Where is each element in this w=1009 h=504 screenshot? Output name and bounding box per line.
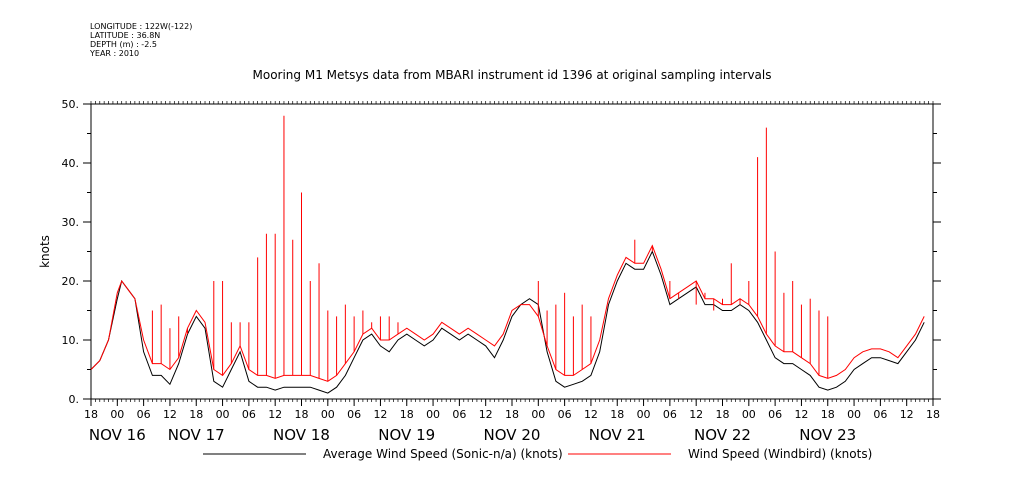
x-tick-label: 18 — [400, 408, 414, 421]
x-tick-label: 18 — [926, 408, 940, 421]
x-tick-label: 18 — [505, 408, 519, 421]
y-tick-label: 30. — [62, 216, 80, 229]
depth-label: DEPTH (m) : -2.5 — [90, 40, 157, 49]
y-tick-label: 40. — [62, 157, 80, 170]
x-tick-label: 06 — [558, 408, 572, 421]
legend: Average Wind Speed (Sonic-n/a) (knots) Wi… — [203, 447, 872, 461]
y-axis-label: knots — [38, 235, 52, 268]
x-tick-label: 00 — [426, 408, 440, 421]
x-day-label: NOV 19 — [378, 426, 435, 444]
x-tick-label: 18 — [295, 408, 309, 421]
x-tick-label: 12 — [584, 408, 598, 421]
x-tick-label: 00 — [216, 408, 230, 421]
x-tick-label: 00 — [847, 408, 861, 421]
x-tick-label: 00 — [742, 408, 756, 421]
x-tick-label: 06 — [663, 408, 677, 421]
x-day-label: NOV 16 — [89, 426, 146, 444]
plot-frame — [90, 103, 934, 400]
x-day-label: NOV 21 — [589, 426, 646, 444]
x-tick-label: 06 — [768, 408, 782, 421]
x-day-label: NOV 23 — [799, 426, 856, 444]
x-tick-label: 06 — [137, 408, 151, 421]
x-tick-label: 06 — [452, 408, 466, 421]
x-tick-label: 00 — [321, 408, 335, 421]
x-tick-label: 00 — [110, 408, 124, 421]
x-day-label: NOV 22 — [694, 426, 751, 444]
x-tick-label: 18 — [821, 408, 835, 421]
x-tick-label: 12 — [900, 408, 914, 421]
x-day-label: NOV 17 — [168, 426, 225, 444]
x-tick-label: 06 — [873, 408, 887, 421]
y-tick-label: 10. — [62, 334, 80, 347]
x-tick-label: 18 — [610, 408, 624, 421]
latitude-label: LATITUDE : 36.8N — [90, 31, 161, 40]
x-tick-label: 12 — [689, 408, 703, 421]
x-day-label: NOV 20 — [484, 426, 541, 444]
y-tick-label: 20. — [62, 275, 80, 288]
series-line-1 — [90, 244, 925, 382]
x-tick-label: 00 — [531, 408, 545, 421]
year-label: YEAR : 2010 — [90, 49, 140, 58]
axes-layer: 18 00 06 12 18 00 06 12 18 00 06 12 18 00 06 12 18 00 06 12… — [38, 98, 941, 444]
longitude-label: LONGITUDE : 122W(-122) — [90, 22, 193, 31]
x-tick-label: 12 — [268, 408, 282, 421]
x-tick-label: 12 — [479, 408, 493, 421]
y-tick-label: 50. — [62, 98, 80, 111]
chart-title: Mooring M1 Metsys data from MBARI instru… — [253, 68, 772, 82]
y-tick-label: 0. — [69, 393, 80, 406]
x-tick-label: 18 — [84, 408, 98, 421]
x-tick-label: 18 — [189, 408, 203, 421]
x-tick-label: 00 — [637, 408, 651, 421]
x-day-label: NOV 18 — [273, 426, 330, 444]
legend-label-windbird: Wind Speed (Windbird) (knots) — [688, 447, 872, 461]
series-line-0 — [90, 250, 925, 394]
x-tick-label: 12 — [794, 408, 808, 421]
x-tick-label: 06 — [242, 408, 256, 421]
legend-label-sonic: Average Wind Speed (Sonic-n/a) (knots) — [323, 447, 563, 461]
x-tick-label: 18 — [716, 408, 730, 421]
x-tick-label: 12 — [163, 408, 177, 421]
x-tick-label: 06 — [347, 408, 361, 421]
x-tick-label: 12 — [373, 408, 387, 421]
series-layer — [90, 115, 925, 394]
